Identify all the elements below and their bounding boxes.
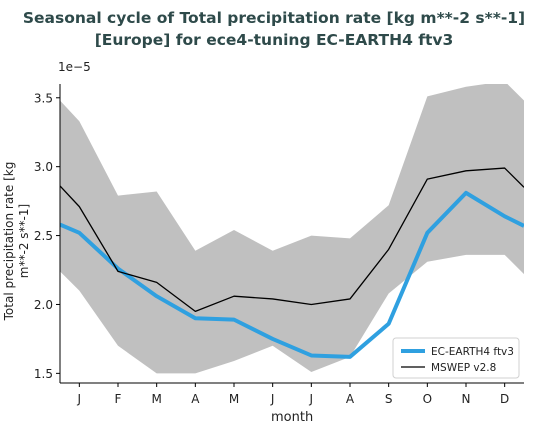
y-axis-offset-text: 1e−5 [58, 60, 91, 74]
x-tick-label: O [423, 392, 432, 406]
chart-title-line-1: Seasonal cycle of Total precipitation ra… [22, 9, 526, 27]
legend-box [392, 337, 520, 379]
x-tick-label: J [77, 392, 82, 406]
legend-label: EC-EARTH4 ftv3 [431, 346, 514, 358]
x-tick-label: D [500, 392, 509, 406]
range-band [60, 84, 524, 374]
x-tick-label: M [229, 392, 239, 406]
x-tick-label: A [346, 392, 355, 406]
y-tick-label: 3.0 [34, 160, 53, 174]
x-tick-label: N [462, 392, 471, 406]
x-tick-label: S [385, 392, 393, 406]
x-tick-label: J [309, 392, 314, 406]
x-axis-label: month [271, 410, 314, 425]
series-line-mswep-v2-8 [60, 167, 524, 313]
x-tick-label: J [270, 392, 275, 406]
legend-label: MSWEP v2.8 [431, 362, 496, 374]
y-tick-label: 2.5 [34, 229, 53, 243]
x-tick-label: F [115, 392, 122, 406]
x-tick-label: A [191, 392, 200, 406]
y-tick-label: 2.0 [34, 298, 53, 312]
y-tick-label: 3.5 [34, 91, 53, 105]
chart-title-line-2: [Europe] for ece4-tuning EC-EARTH4 ftv3 [94, 31, 454, 49]
x-tick-label: M [151, 392, 161, 406]
y-tick-label: 1.5 [34, 367, 53, 381]
